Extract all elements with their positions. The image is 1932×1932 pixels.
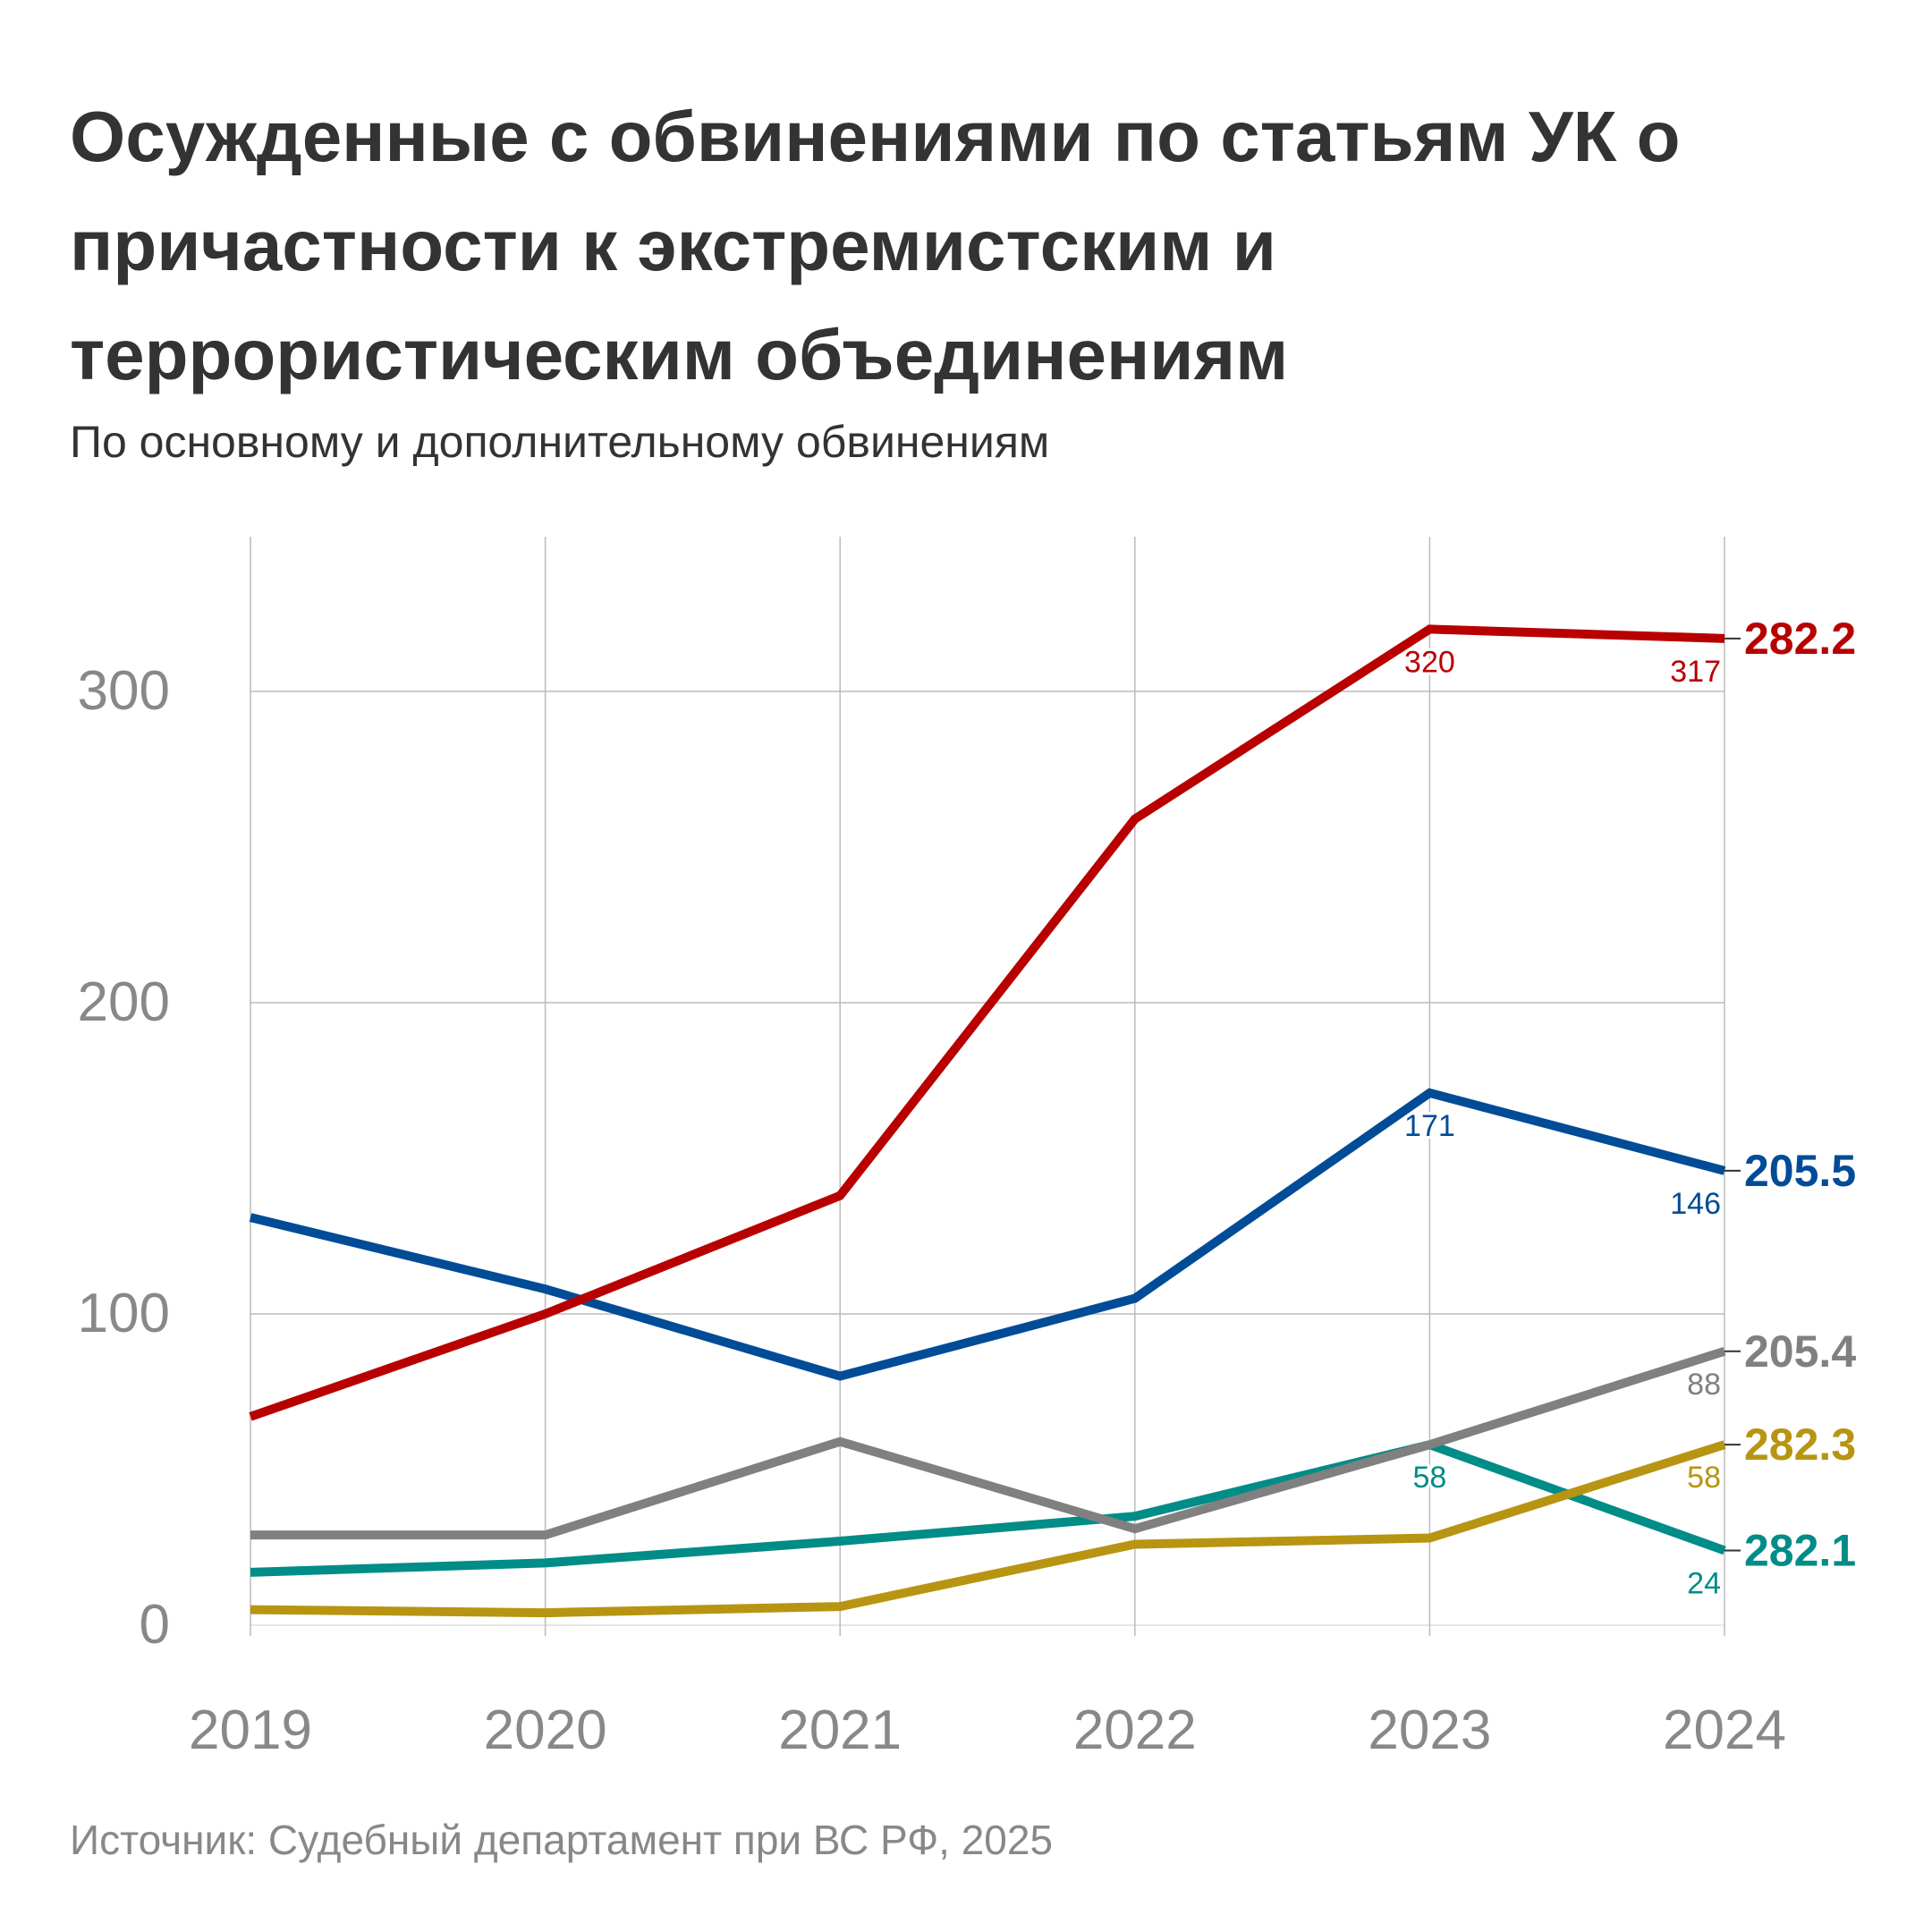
y-tick-label: 300 [78,660,170,722]
data-label: 320 [1404,645,1455,679]
chart-subtitle: По основному и дополнительному обвинения… [70,417,1050,467]
x-tick-label: 2021 [778,1699,902,1761]
data-label: 88 [1687,1368,1721,1402]
series-line-205.5 [249,1088,1726,1381]
data-label: 317 [1670,655,1721,689]
y-tick-label: 200 [78,971,170,1033]
data-label: 58 [1412,1461,1446,1495]
series-label-282.2: 282.2 [1744,614,1856,664]
data-label: 24 [1687,1566,1721,1600]
series-line-282.2 [249,624,1725,1421]
data-label: 171 [1404,1109,1455,1143]
series-label-205.4: 205.4 [1744,1326,1856,1377]
series-line-282.3 [250,1440,1726,1618]
data-label: 146 [1670,1187,1721,1221]
chart-title: Осужденные с обвинениями по статьям УК о… [70,97,1681,394]
series-label-282.1: 282.1 [1744,1525,1856,1575]
source-note: Источник: Судебный департамент при ВС РФ… [70,1817,1054,1863]
y-tick-label: 100 [78,1283,170,1344]
series-label-205.5: 205.5 [1744,1146,1856,1196]
x-tick-label: 2023 [1368,1699,1491,1761]
series-line-282.1 [250,1439,1726,1577]
data-label: 58 [1687,1461,1721,1495]
y-tick-label: 0 [140,1594,170,1656]
x-tick-label: 2020 [484,1699,607,1761]
series-line-205.4 [250,1346,1726,1540]
x-tick-label: 2019 [189,1699,312,1761]
series-label-282.3: 282.3 [1744,1419,1856,1470]
x-tick-label: 2024 [1663,1699,1786,1761]
x-tick-label: 2022 [1073,1699,1197,1761]
